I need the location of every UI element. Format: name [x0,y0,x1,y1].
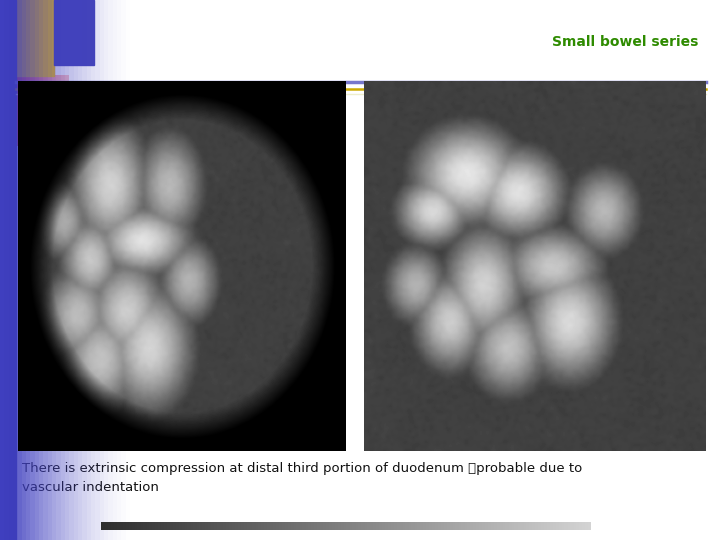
Bar [0,0,16,540]
Bar [0,0,54,76]
Text: Small bowel series: Small bowel series [552,35,698,49]
Bar [54,0,94,65]
Text: There is extrinsic compression at distal third portion of duodenum ，probable due: There is extrinsic compression at distal… [22,462,582,494]
